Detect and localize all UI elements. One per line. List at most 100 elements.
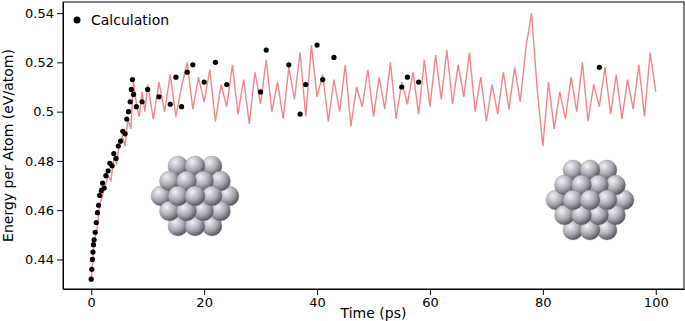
x-tick: 100 <box>644 289 669 310</box>
calculation-point <box>139 99 144 104</box>
x-tick-label: 80 <box>535 295 552 310</box>
plot-frame <box>63 2 684 289</box>
y-axis-title: Energy per Atom (eV/atom) <box>0 49 16 242</box>
legend: Calculation <box>74 12 170 28</box>
x-tick-mark <box>317 289 318 295</box>
x-tick-label: 0 <box>88 295 96 310</box>
x-tick: 0 <box>88 289 96 310</box>
x-tick-mark <box>430 289 431 295</box>
y-tick: 0.44 <box>25 252 63 267</box>
calculation-point <box>128 99 133 104</box>
x-tick-label: 40 <box>309 295 326 310</box>
y-tick: 0.52 <box>25 55 63 70</box>
calculation-point <box>106 168 111 173</box>
y-tick-label: 0.46 <box>25 203 54 218</box>
calculation-point <box>90 257 95 262</box>
calculation-point <box>173 75 178 80</box>
calculation-point <box>213 60 218 65</box>
calculation-point <box>116 144 121 149</box>
x-axis-title: Time (ps) <box>340 305 407 321</box>
calculation-point <box>96 203 101 208</box>
calculation-point <box>91 242 96 247</box>
cluster-atom <box>185 186 205 206</box>
calculation-point <box>405 75 410 80</box>
calculation-point <box>399 84 404 89</box>
calculation-point <box>111 151 116 156</box>
calculation-point <box>118 139 123 144</box>
calculation-point <box>145 87 150 92</box>
y-tick: 0.54 <box>25 6 63 21</box>
x-tick-mark <box>91 289 92 295</box>
x-tick-mark <box>204 289 205 295</box>
calculation-point <box>93 230 98 235</box>
y-tick-label: 0.5 <box>33 104 54 119</box>
y-tick-mark <box>57 210 63 211</box>
calculation-point <box>303 82 308 87</box>
calculation-point <box>131 92 136 97</box>
calculation-point <box>314 43 319 48</box>
calculation-point <box>202 79 207 84</box>
calculation-point <box>90 249 95 254</box>
calculation-point <box>168 102 173 107</box>
legend-label: Calculation <box>91 12 169 28</box>
x-tick-mark <box>656 289 657 295</box>
calculation-point <box>130 77 135 82</box>
calculation-point <box>100 180 105 185</box>
calculation-point <box>416 79 421 84</box>
y-axis-line <box>63 3 64 290</box>
y-tick-label: 0.44 <box>25 252 54 267</box>
calculation-point <box>224 82 229 87</box>
calculation-point <box>89 277 94 282</box>
y-tick-mark <box>57 161 63 162</box>
plot-area: 0 20 40 60 80 100 0.44 0.46 0.48 0.5 0.52 0.54 <box>25 2 684 310</box>
x-tick: 40 <box>309 289 326 310</box>
chart: 0 20 40 60 80 100 0.44 0.46 0.48 0.5 0.52 0.54 Time … <box>0 0 685 321</box>
y-axis: 0.44 0.46 0.48 0.5 0.52 0.54 <box>25 3 63 290</box>
calculation-point <box>97 193 102 198</box>
cluster-illustration <box>546 160 634 240</box>
y-tick-mark <box>57 112 63 113</box>
data-layer <box>89 13 656 282</box>
calculation-point <box>102 185 107 190</box>
x-tick-mark <box>543 289 544 295</box>
x-tick-label: 60 <box>422 295 439 310</box>
calculation-point <box>94 220 99 225</box>
x-tick: 20 <box>196 289 213 310</box>
calculation-point <box>179 104 184 109</box>
x-tick-label: 20 <box>196 295 213 310</box>
y-tick-mark <box>57 62 63 63</box>
energy-line <box>91 13 656 279</box>
x-tick: 60 <box>422 289 439 310</box>
y-tick-label: 0.48 <box>25 154 54 169</box>
y-tick-mark <box>57 13 63 14</box>
calculation-point <box>264 47 269 52</box>
y-tick-mark <box>57 259 63 260</box>
calculation-point <box>134 104 139 109</box>
calculation-point <box>91 237 96 242</box>
calculation-point <box>89 267 94 272</box>
calculation-point <box>320 77 325 82</box>
calculation-point <box>123 131 128 136</box>
x-axis-line <box>64 289 685 290</box>
calculation-point <box>103 173 108 178</box>
calculation-point <box>286 62 291 67</box>
calculation-point <box>124 116 129 121</box>
calculation-point <box>298 111 303 116</box>
legend-marker <box>74 17 81 24</box>
y-tick: 0.46 <box>25 203 63 218</box>
calculation-point <box>156 94 161 99</box>
y-tick-label: 0.52 <box>25 55 54 70</box>
calculation-point <box>95 210 100 215</box>
y-tick: 0.48 <box>25 154 63 169</box>
cluster-atom <box>580 190 600 210</box>
calculation-point <box>126 109 131 114</box>
calculation-point <box>331 55 336 60</box>
y-tick-label: 0.54 <box>25 6 54 21</box>
calculation-point <box>113 156 118 161</box>
calculation-point <box>129 87 134 92</box>
x-tick-label: 100 <box>644 295 669 310</box>
calculation-point <box>190 62 195 67</box>
calculation-point <box>110 163 115 168</box>
calculation-point <box>185 70 190 75</box>
y-tick: 0.5 <box>33 104 63 119</box>
